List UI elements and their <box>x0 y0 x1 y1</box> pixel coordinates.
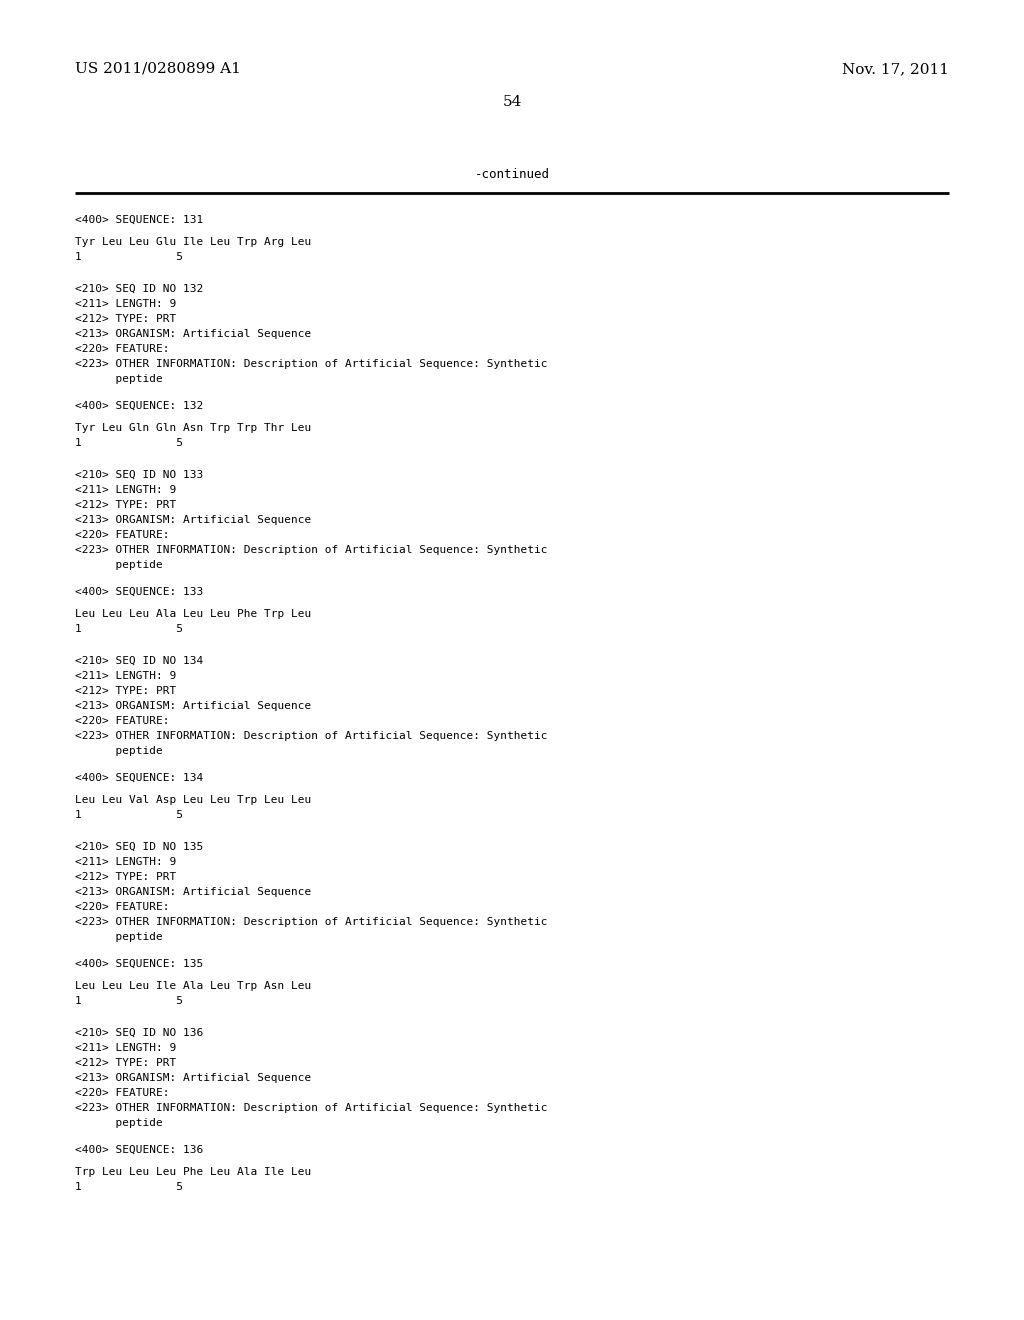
Text: 1              5: 1 5 <box>75 810 183 820</box>
Text: <223> OTHER INFORMATION: Description of Artificial Sequence: Synthetic: <223> OTHER INFORMATION: Description of … <box>75 359 548 370</box>
Text: Nov. 17, 2011: Nov. 17, 2011 <box>842 62 949 77</box>
Text: <220> FEATURE:: <220> FEATURE: <box>75 715 170 726</box>
Text: Leu Leu Val Asp Leu Leu Trp Leu Leu: Leu Leu Val Asp Leu Leu Trp Leu Leu <box>75 795 311 805</box>
Text: -continued: -continued <box>474 168 550 181</box>
Text: <223> OTHER INFORMATION: Description of Artificial Sequence: Synthetic: <223> OTHER INFORMATION: Description of … <box>75 545 548 554</box>
Text: <212> TYPE: PRT: <212> TYPE: PRT <box>75 1059 176 1068</box>
Text: <210> SEQ ID NO 132: <210> SEQ ID NO 132 <box>75 284 203 294</box>
Text: <212> TYPE: PRT: <212> TYPE: PRT <box>75 873 176 882</box>
Text: 1              5: 1 5 <box>75 997 183 1006</box>
Text: <220> FEATURE:: <220> FEATURE: <box>75 345 170 354</box>
Text: 1              5: 1 5 <box>75 252 183 261</box>
Text: <211> LENGTH: 9: <211> LENGTH: 9 <box>75 671 176 681</box>
Text: <223> OTHER INFORMATION: Description of Artificial Sequence: Synthetic: <223> OTHER INFORMATION: Description of … <box>75 731 548 741</box>
Text: Leu Leu Leu Ala Leu Leu Phe Trp Leu: Leu Leu Leu Ala Leu Leu Phe Trp Leu <box>75 609 311 619</box>
Text: <212> TYPE: PRT: <212> TYPE: PRT <box>75 314 176 323</box>
Text: <400> SEQUENCE: 134: <400> SEQUENCE: 134 <box>75 774 203 783</box>
Text: Tyr Leu Leu Glu Ile Leu Trp Arg Leu: Tyr Leu Leu Glu Ile Leu Trp Arg Leu <box>75 238 311 247</box>
Text: <400> SEQUENCE: 136: <400> SEQUENCE: 136 <box>75 1144 203 1155</box>
Text: <400> SEQUENCE: 133: <400> SEQUENCE: 133 <box>75 587 203 597</box>
Text: peptide: peptide <box>75 746 163 756</box>
Text: 54: 54 <box>503 95 521 110</box>
Text: <213> ORGANISM: Artificial Sequence: <213> ORGANISM: Artificial Sequence <box>75 515 311 525</box>
Text: <211> LENGTH: 9: <211> LENGTH: 9 <box>75 1043 176 1053</box>
Text: <223> OTHER INFORMATION: Description of Artificial Sequence: Synthetic: <223> OTHER INFORMATION: Description of … <box>75 917 548 927</box>
Text: <400> SEQUENCE: 132: <400> SEQUENCE: 132 <box>75 401 203 411</box>
Text: Trp Leu Leu Leu Phe Leu Ala Ile Leu: Trp Leu Leu Leu Phe Leu Ala Ile Leu <box>75 1167 311 1177</box>
Text: peptide: peptide <box>75 374 163 384</box>
Text: peptide: peptide <box>75 1118 163 1129</box>
Text: <211> LENGTH: 9: <211> LENGTH: 9 <box>75 300 176 309</box>
Text: <400> SEQUENCE: 131: <400> SEQUENCE: 131 <box>75 215 203 224</box>
Text: <223> OTHER INFORMATION: Description of Artificial Sequence: Synthetic: <223> OTHER INFORMATION: Description of … <box>75 1104 548 1113</box>
Text: peptide: peptide <box>75 560 163 570</box>
Text: <213> ORGANISM: Artificial Sequence: <213> ORGANISM: Artificial Sequence <box>75 1073 311 1082</box>
Text: <212> TYPE: PRT: <212> TYPE: PRT <box>75 500 176 510</box>
Text: <213> ORGANISM: Artificial Sequence: <213> ORGANISM: Artificial Sequence <box>75 887 311 898</box>
Text: <210> SEQ ID NO 133: <210> SEQ ID NO 133 <box>75 470 203 480</box>
Text: <213> ORGANISM: Artificial Sequence: <213> ORGANISM: Artificial Sequence <box>75 701 311 711</box>
Text: <211> LENGTH: 9: <211> LENGTH: 9 <box>75 484 176 495</box>
Text: Leu Leu Leu Ile Ala Leu Trp Asn Leu: Leu Leu Leu Ile Ala Leu Trp Asn Leu <box>75 981 311 991</box>
Text: US 2011/0280899 A1: US 2011/0280899 A1 <box>75 62 241 77</box>
Text: 1              5: 1 5 <box>75 1181 183 1192</box>
Text: <210> SEQ ID NO 136: <210> SEQ ID NO 136 <box>75 1028 203 1038</box>
Text: <210> SEQ ID NO 134: <210> SEQ ID NO 134 <box>75 656 203 667</box>
Text: <400> SEQUENCE: 135: <400> SEQUENCE: 135 <box>75 960 203 969</box>
Text: peptide: peptide <box>75 932 163 942</box>
Text: <213> ORGANISM: Artificial Sequence: <213> ORGANISM: Artificial Sequence <box>75 329 311 339</box>
Text: 1              5: 1 5 <box>75 624 183 634</box>
Text: <220> FEATURE:: <220> FEATURE: <box>75 1088 170 1098</box>
Text: <211> LENGTH: 9: <211> LENGTH: 9 <box>75 857 176 867</box>
Text: <220> FEATURE:: <220> FEATURE: <box>75 902 170 912</box>
Text: Tyr Leu Gln Gln Asn Trp Trp Thr Leu: Tyr Leu Gln Gln Asn Trp Trp Thr Leu <box>75 422 311 433</box>
Text: <212> TYPE: PRT: <212> TYPE: PRT <box>75 686 176 696</box>
Text: <210> SEQ ID NO 135: <210> SEQ ID NO 135 <box>75 842 203 851</box>
Text: 1              5: 1 5 <box>75 438 183 447</box>
Text: <220> FEATURE:: <220> FEATURE: <box>75 531 170 540</box>
